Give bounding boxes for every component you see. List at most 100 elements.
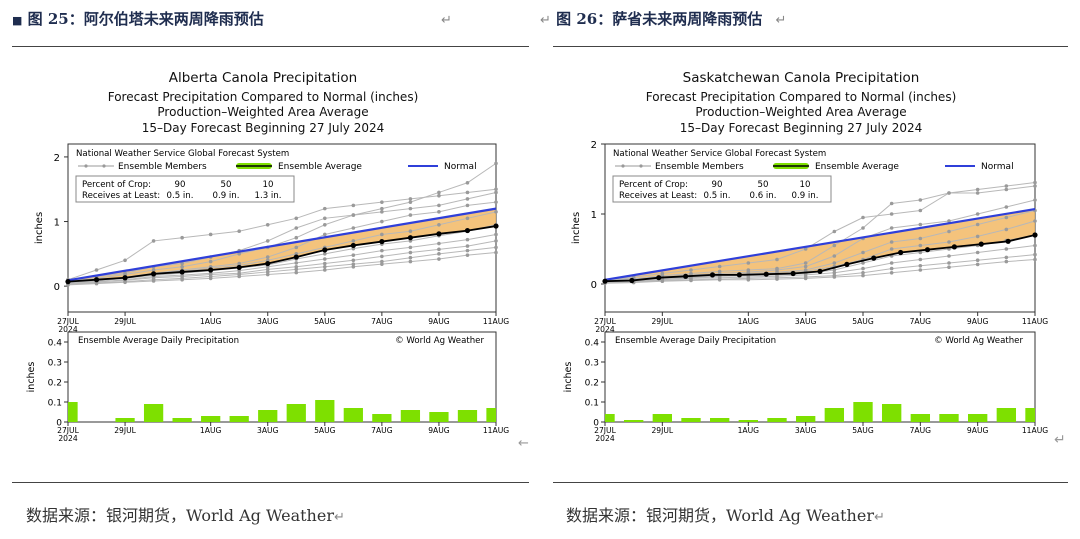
ensemble-member-line (604, 182, 1036, 281)
ensemble-member-point (180, 261, 184, 266)
daily-precip-bar (172, 418, 192, 422)
y-axis-label: inches (571, 212, 582, 244)
ensemble-member-point (294, 270, 299, 275)
bar-plot-area (67, 331, 497, 423)
chart-title-line: 15–Day Forecast Beginning 27 July 2024 (680, 121, 923, 135)
ensemble-member-point (351, 258, 356, 263)
receives-value: 0.5 in. (167, 191, 194, 201)
x-tick-label: 11AUG (483, 317, 509, 326)
ensemble-member-point (1004, 205, 1009, 209)
daily-precip-bar (457, 410, 478, 422)
ensemble-member-point (265, 267, 270, 272)
daily-precip-bar (115, 418, 135, 422)
ensemble-member-line (67, 233, 497, 285)
ensemble-member-point (408, 206, 413, 211)
ensemble-member-point (437, 257, 441, 261)
ensemble-average-point (1032, 232, 1038, 238)
ensemble-member-point (465, 253, 470, 257)
ensemble-average-point (236, 264, 242, 271)
ensemble-member-line (67, 224, 497, 283)
ensemble-member-point (494, 250, 498, 255)
daily-precip-bar (738, 420, 759, 422)
ensemble-member-point (918, 208, 923, 213)
ensemble-member-point (1033, 184, 1037, 188)
ensemble-member-point (380, 248, 384, 253)
ensemble-member-point (351, 264, 356, 269)
ensemble-member-point (380, 200, 384, 204)
x-tick-label: 11AUG (1022, 317, 1048, 326)
ensemble-member-line (604, 259, 1036, 284)
ensemble-member-point (1004, 259, 1009, 264)
daily-precip-bar (486, 408, 496, 422)
x-tick-label: 1AUG (200, 317, 222, 326)
ensemble-member-point (323, 216, 327, 221)
ensemble-member-point (803, 264, 808, 269)
ensemble-average-point (1005, 238, 1011, 244)
ensemble-average-point (265, 260, 271, 267)
ensemble-average-point (93, 277, 100, 283)
bar-x-tick-label: 1AUG (200, 426, 222, 435)
bar-x-tick-label: 5AUG (314, 426, 336, 435)
source-text: 数据来源：银河期货，World Ag Weather (26, 506, 334, 525)
daily-precip-bar (853, 402, 873, 422)
ensemble-member-point (1033, 180, 1037, 185)
ensemble-member-point (947, 254, 951, 258)
chart-title-line: Forecast Precipitation Compared to Norma… (646, 90, 957, 104)
ensemble-member-point (494, 245, 498, 250)
ensemble-member-point (494, 232, 498, 237)
ensemble-member-point (380, 262, 384, 266)
ensemble-member-point (832, 261, 837, 265)
ensemble-member-point (408, 259, 413, 264)
ensemble-member-point (889, 240, 894, 244)
return-arrow-right: ↵ (1054, 432, 1066, 448)
ensemble-average-point (464, 227, 471, 234)
ensemble-average-point (978, 241, 984, 247)
ensemble-member-point (494, 190, 498, 195)
daily-precip-bar (286, 404, 306, 422)
ensemble-member-point (861, 250, 865, 255)
receives-value: 1.3 in. (255, 191, 282, 201)
receives-label: Receives at Least: (82, 191, 160, 201)
source-rule-left (12, 482, 529, 483)
bar-y-tick-label: 0 (593, 419, 599, 429)
bar-y-tick-label: 0.2 (585, 379, 599, 389)
y-tick-label: 2 (54, 153, 60, 164)
ensemble-average-point (763, 271, 769, 277)
percent-crop-value: 50 (758, 180, 769, 190)
ensemble-member-point (832, 268, 837, 272)
ensemble-member-point (437, 252, 441, 256)
bar-plot-area (604, 331, 1036, 423)
daily-precip-bar (1025, 408, 1035, 422)
bar-x-tick-label: 27JUL (57, 426, 79, 435)
ensemble-member-point (918, 222, 923, 227)
ensemble-member-point (803, 276, 808, 281)
ensemble-member-point (265, 270, 270, 274)
ensemble-average-point (736, 272, 742, 278)
ensemble-member-point (294, 267, 299, 272)
caption-text: 图 26：萨省未来两周降雨预估 (556, 10, 763, 28)
ensemble-member-point (494, 161, 498, 166)
ensemble-member-point (660, 279, 665, 283)
ensemble-member-point (975, 258, 980, 262)
x-tick-label: 29JUL (651, 317, 673, 326)
ensemble-average-point (407, 235, 413, 241)
ensemble-member-point (689, 278, 693, 283)
receives-value: 0.6 in. (750, 191, 777, 201)
bar-x-tick-label: 1AUG (738, 426, 760, 435)
receives-value: 0.9 in. (213, 191, 240, 201)
return-mark: ↵ (775, 13, 787, 28)
daily-precip-bar (372, 414, 392, 422)
ensemble-member-point (861, 273, 865, 278)
bar-x-tick-label: 7AUG (910, 426, 932, 435)
percent-crop-box (75, 175, 295, 203)
ensemble-member-point (437, 210, 441, 214)
ensemble-member-point (180, 264, 184, 269)
receives-label: Receives at Least: (619, 191, 697, 201)
return-arrow-left: ← (518, 436, 529, 451)
ensemble-member-point (1033, 219, 1037, 223)
ensemble-member-point (1033, 252, 1037, 257)
daily-precip-bar (824, 408, 845, 422)
bar-y-tick-label: 0.2 (48, 379, 62, 389)
ensemble-average-point (683, 273, 689, 279)
ensemble-member-point (351, 262, 356, 266)
